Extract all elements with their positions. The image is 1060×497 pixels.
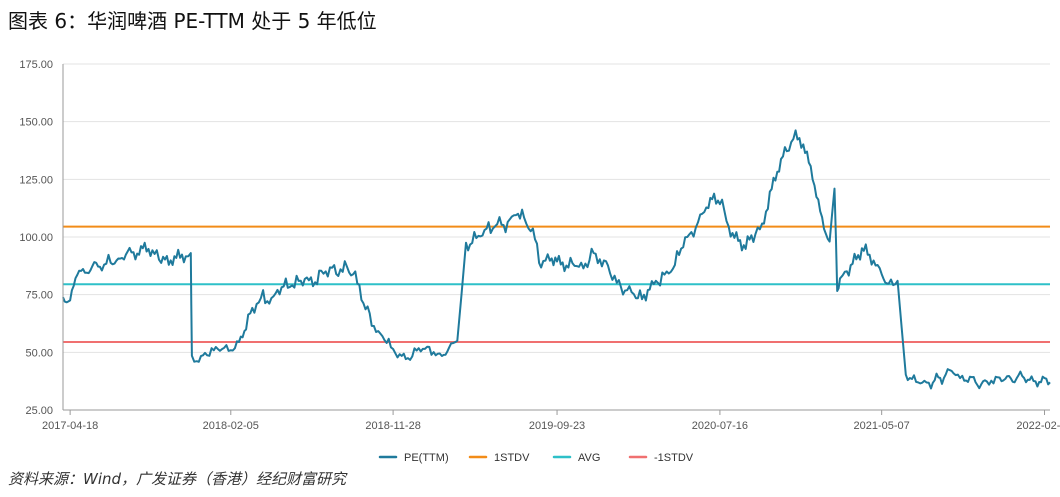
y-axis-ticks: 25.00 50.00 75.00 100.00 125.00 150.00 175.00 — [19, 59, 53, 417]
axes — [62, 64, 1050, 411]
source-note: 资料来源：Wind，广发证券（香港）经纪财富研究 — [8, 470, 347, 488]
figure-title: 图表 6：华润啤酒 PE-TTM 处于 5 年低位 — [8, 9, 377, 33]
y-tick-label: 50.00 — [25, 347, 53, 359]
y-tick-label: 75.00 — [25, 290, 53, 302]
legend-label: PE(TTM) — [404, 452, 449, 464]
y-tick-label: 175.00 — [19, 59, 53, 71]
y-tick-label: 150.00 — [19, 117, 53, 129]
pe-series — [62, 129, 1051, 390]
legend-item-pe-ttm: PE(TTM) — [378, 452, 449, 464]
legend-item-avg: AVG — [552, 452, 600, 464]
pe-ttm-line — [62, 129, 1051, 390]
legend-label: -1STDV — [654, 452, 694, 464]
grid-lines — [63, 63, 1050, 411]
x-tick-label: 2018-11-28 — [365, 420, 420, 432]
legend-label: 1STDV — [494, 452, 530, 464]
legend-label: AVG — [578, 452, 600, 464]
x-axis-ticks: 2017-04-18 2018-02-05 2018-11-28 2019-09-23… — [42, 410, 1060, 432]
legend-item-plus-1stdv: 1STDV — [468, 452, 530, 464]
x-tick-label: 2020-07-16 — [692, 420, 748, 432]
x-tick-label: 2019-09-23 — [529, 420, 585, 432]
y-tick-label: 25.00 — [25, 405, 53, 417]
std-band-lines — [63, 225, 1050, 343]
x-tick-label: 2017-04-18 — [42, 420, 98, 432]
legend: PE(TTM) 1STDV AVG -1STDV — [378, 452, 694, 464]
y-tick-label: 100.00 — [19, 232, 53, 244]
x-tick-label: 2022-02-28 — [1016, 420, 1060, 432]
y-tick-label: 125.00 — [19, 174, 53, 186]
legend-item-minus-1stdv: -1STDV — [628, 452, 694, 464]
x-tick-label: 2018-02-05 — [203, 420, 259, 432]
x-tick-label: 2021-05-07 — [854, 420, 910, 432]
